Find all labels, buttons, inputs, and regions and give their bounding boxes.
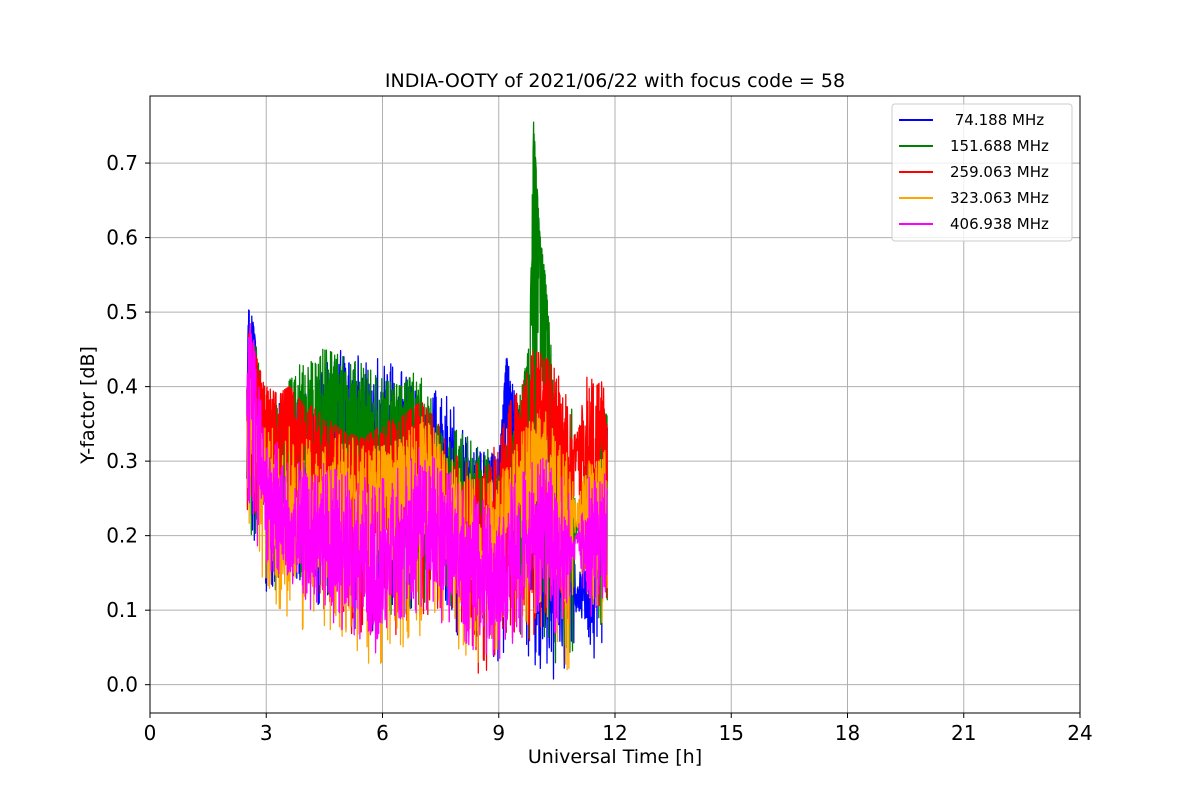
y-axis-ticks: 0.0 0.1 0.2 0.3 0.4 0.5 0.6 0.7 [106, 151, 150, 697]
y-tick-label: 0.6 [106, 226, 138, 250]
x-axis-label: Universal Time [h] [528, 746, 702, 768]
x-tick-label: 15 [719, 721, 744, 745]
x-tick-label: 18 [835, 721, 860, 745]
legend-entry-label: 151.688 MHz [950, 137, 1049, 155]
y-tick-label: 0.2 [106, 524, 138, 548]
x-tick-label: 12 [602, 721, 627, 745]
chart-title: INDIA-OOTY of 2021/06/22 with focus code… [385, 70, 845, 92]
x-tick-label: 9 [492, 721, 505, 745]
legend-box [891, 103, 1073, 242]
x-tick-label: 0 [144, 721, 157, 745]
legend-entry-label: 74.188 MHz [950, 111, 1044, 129]
x-axis-ticks: 0 3 6 9 12 15 18 21 24 [144, 713, 1093, 745]
y-tick-label: 0.0 [106, 673, 138, 697]
x-tick-label: 21 [951, 721, 976, 745]
legend-entry-label: 406.938 MHz [950, 215, 1049, 233]
y-tick-label: 0.7 [106, 151, 138, 175]
legend-entry-label: 259.063 MHz [950, 163, 1049, 181]
x-tick-label: 3 [260, 721, 273, 745]
y-tick-label: 0.5 [106, 300, 138, 324]
legend: 74.188 MHz 151.688 MHz 259.063 MHz 323.063 … [891, 103, 1073, 242]
x-tick-label: 6 [376, 721, 389, 745]
y-axis-label: Y-factor [dB] [77, 346, 99, 465]
series-line-5 [246, 322, 608, 659]
data-series [246, 121, 608, 680]
x-tick-label: 24 [1067, 721, 1092, 745]
y-tick-label: 0.3 [106, 449, 138, 473]
y-tick-label: 0.4 [106, 375, 138, 399]
y-tick-label: 0.1 [106, 598, 138, 622]
legend-entry-label: 323.063 MHz [950, 189, 1049, 207]
